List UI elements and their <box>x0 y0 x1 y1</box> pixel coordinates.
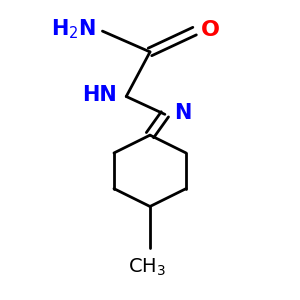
Text: H$_2$N: H$_2$N <box>51 18 97 41</box>
Text: O: O <box>200 20 220 40</box>
Text: CH$_3$: CH$_3$ <box>128 257 166 278</box>
Text: HN: HN <box>82 85 117 105</box>
Text: N: N <box>174 103 191 123</box>
